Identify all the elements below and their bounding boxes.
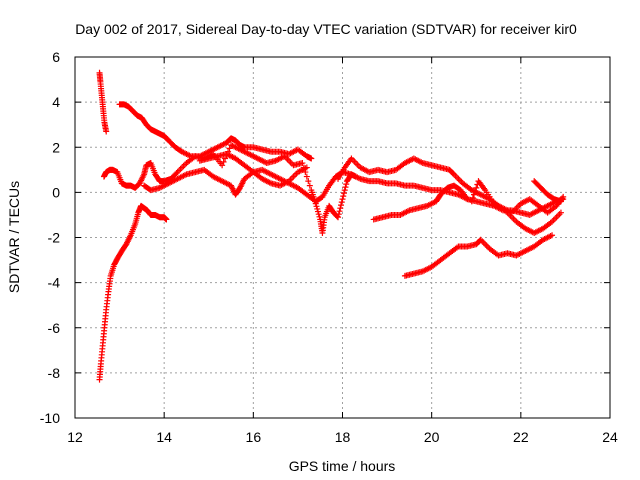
y-tick-label: -2 bbox=[48, 230, 61, 246]
data-point bbox=[314, 208, 321, 215]
data-point bbox=[557, 198, 564, 205]
data-point bbox=[341, 187, 348, 194]
grid bbox=[75, 57, 610, 418]
data-point bbox=[303, 173, 310, 180]
data-point bbox=[313, 203, 320, 210]
x-tick-label: 16 bbox=[246, 429, 262, 445]
data-point bbox=[337, 205, 344, 212]
data-point bbox=[340, 193, 347, 200]
data-point bbox=[303, 164, 310, 171]
x-tick-label: 20 bbox=[424, 429, 440, 445]
y-tick-label: -8 bbox=[48, 365, 61, 381]
x-tick-label: 14 bbox=[156, 429, 172, 445]
series-arc-11 bbox=[531, 178, 564, 205]
data-point bbox=[468, 198, 475, 205]
data-point bbox=[339, 196, 346, 203]
x-tick-labels: 12 14 16 18 20 22 24 bbox=[67, 429, 618, 445]
data-point bbox=[549, 232, 556, 239]
y-axis-label: SDTVAR / TECUs bbox=[6, 181, 22, 293]
series-arc-9 bbox=[468, 178, 567, 216]
series-arc-6 bbox=[196, 151, 310, 189]
data-point bbox=[314, 205, 321, 212]
data-point bbox=[464, 196, 471, 203]
data-point bbox=[340, 190, 347, 197]
data-point bbox=[469, 195, 476, 202]
data-point bbox=[219, 162, 226, 169]
series-arc-2 bbox=[96, 202, 170, 383]
data-point bbox=[560, 193, 567, 200]
data-point bbox=[338, 199, 345, 206]
data-point bbox=[316, 213, 323, 220]
data-point bbox=[336, 208, 343, 215]
x-tick-label: 12 bbox=[67, 429, 83, 445]
data-point bbox=[163, 216, 170, 223]
data-point bbox=[471, 191, 478, 198]
data-points bbox=[96, 69, 567, 383]
data-point bbox=[226, 145, 233, 152]
data-point bbox=[103, 128, 110, 135]
data-point bbox=[343, 181, 350, 188]
data-point bbox=[308, 155, 315, 162]
series-arc-4 bbox=[116, 101, 315, 162]
x-tick-label: 22 bbox=[513, 429, 529, 445]
y-tick-label: -6 bbox=[48, 320, 61, 336]
x-tick-label: 18 bbox=[335, 429, 351, 445]
y-tick-label: 4 bbox=[52, 94, 60, 110]
x-tick-label: 24 bbox=[602, 429, 618, 445]
series-arc-10 bbox=[401, 232, 556, 279]
x-axis-label: GPS time / hours bbox=[289, 458, 396, 474]
y-tick-label: 2 bbox=[52, 139, 60, 155]
data-point bbox=[220, 158, 227, 165]
data-point bbox=[342, 184, 349, 191]
y-tick-label: 6 bbox=[52, 49, 60, 65]
series-arc-1 bbox=[96, 69, 110, 135]
data-point bbox=[338, 202, 345, 209]
y-tick-label: -4 bbox=[48, 275, 61, 291]
data-point bbox=[315, 211, 322, 218]
y-tick-label: 0 bbox=[52, 184, 60, 200]
data-point bbox=[299, 160, 306, 167]
plot-frame bbox=[74, 56, 611, 419]
data-point bbox=[557, 209, 564, 216]
chart-title: Day 002 of 2017, Sidereal Day-to-day VTE… bbox=[75, 21, 577, 37]
data-point bbox=[305, 178, 312, 185]
y-tick-label: -10 bbox=[40, 410, 60, 426]
data-point bbox=[472, 188, 479, 195]
y-tick-labels: -10 -8 -6 -4 -2 0 2 4 6 bbox=[40, 49, 60, 426]
series-arc-7 bbox=[335, 155, 564, 236]
data-point bbox=[335, 214, 342, 221]
data-point bbox=[306, 182, 313, 189]
data-point bbox=[173, 170, 180, 177]
data-point bbox=[473, 184, 480, 191]
data-point bbox=[335, 211, 342, 218]
series-arc-8 bbox=[370, 182, 471, 223]
